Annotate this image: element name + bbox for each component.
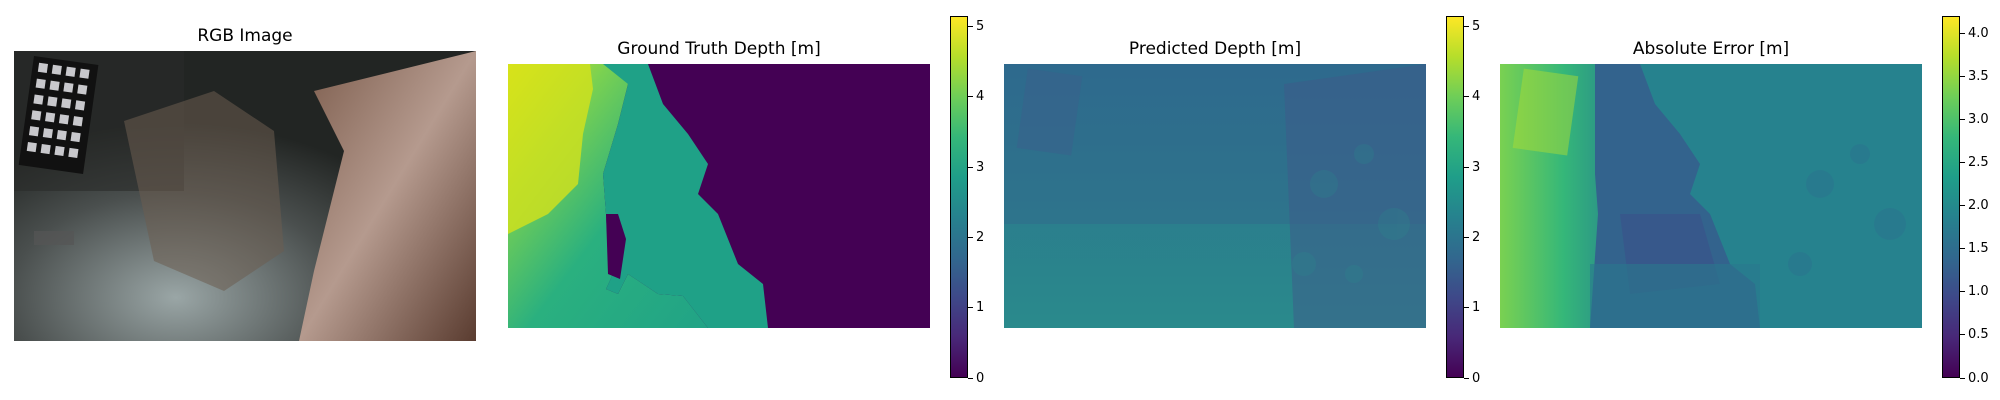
rgb-title: RGB Image xyxy=(197,26,293,46)
pred-colorbar-tickmark xyxy=(1464,96,1469,98)
pred-colorbar-tick-label: 2 xyxy=(1472,229,1481,245)
pred-colorbar xyxy=(1446,16,1464,378)
err-colorbar-tickmark xyxy=(1960,118,1965,120)
err-colorbar-tickmark xyxy=(1960,248,1965,250)
err-colorbar-tick-label: 1.5 xyxy=(1968,241,1989,257)
err-colorbar-tick-label: 3.5 xyxy=(1968,68,1989,84)
pred-colorbar-tick-label: 0 xyxy=(1472,370,1481,386)
err-title: Absolute Error [m] xyxy=(1632,39,1790,59)
pred-colorbar-tick-label: 4 xyxy=(1472,89,1481,105)
pred-colorbar-tickmark xyxy=(1464,307,1469,309)
err-colorbar-tick-label: 1.0 xyxy=(1968,284,1989,300)
err-colorbar-tick-label: 2.5 xyxy=(1968,155,1989,171)
pred-colorbar-tickmark xyxy=(1464,377,1469,379)
gt-colorbar-tick-label: 1 xyxy=(976,300,985,316)
gt-colorbar-tickmark xyxy=(968,26,973,28)
gt-colorbar-tickmark xyxy=(968,377,973,379)
gt-colorbar-tickmark xyxy=(968,166,973,168)
pred-colorbar-tickmark xyxy=(1464,166,1469,168)
gt-colorbar xyxy=(950,16,968,378)
gt-depth-map xyxy=(508,64,930,328)
err-colorbar-tick-label: 2.0 xyxy=(1968,198,1989,214)
err-colorbar-tickmark xyxy=(1960,205,1965,207)
gt-colorbar-tick-label: 4 xyxy=(976,89,985,105)
pred-depth-map xyxy=(1004,64,1426,328)
gt-colorbar-tickmark xyxy=(968,96,973,98)
err-colorbar xyxy=(1942,16,1960,378)
err-colorbar-tick-label: 0.0 xyxy=(1968,370,1989,386)
err-map xyxy=(1500,64,1922,328)
gt-colorbar-tick-label: 3 xyxy=(976,159,985,175)
err-colorbar-tickmark xyxy=(1960,32,1965,34)
pred-colorbar-tick-label: 3 xyxy=(1472,159,1481,175)
gt-title: Ground Truth Depth [m] xyxy=(617,39,821,59)
err-colorbar-tickmark xyxy=(1960,162,1965,164)
pred-colorbar-tick-label: 1 xyxy=(1472,300,1481,316)
err-colorbar-tick-label: 0.5 xyxy=(1968,327,1989,343)
gt-colorbar-tick-label: 5 xyxy=(976,19,985,35)
err-colorbar-tick-label: 4.0 xyxy=(1968,25,1989,41)
gt-colorbar-tickmark xyxy=(968,307,973,309)
err-colorbar-tick-label: 3.0 xyxy=(1968,111,1989,127)
pred-title: Predicted Depth [m] xyxy=(1128,39,1302,59)
err-colorbar-tickmark xyxy=(1960,75,1965,77)
rgb-image xyxy=(14,51,476,341)
pred-colorbar-tick-label: 5 xyxy=(1472,19,1481,35)
gt-colorbar-tickmark xyxy=(968,236,973,238)
pred-colorbar-tickmark xyxy=(1464,236,1469,238)
err-colorbar-tickmark xyxy=(1960,377,1965,379)
gt-colorbar-tick-label: 2 xyxy=(976,229,985,245)
err-colorbar-tickmark xyxy=(1960,334,1965,336)
err-colorbar-tickmark xyxy=(1960,291,1965,293)
gt-colorbar-tick-label: 0 xyxy=(976,370,985,386)
pred-colorbar-tickmark xyxy=(1464,26,1469,28)
